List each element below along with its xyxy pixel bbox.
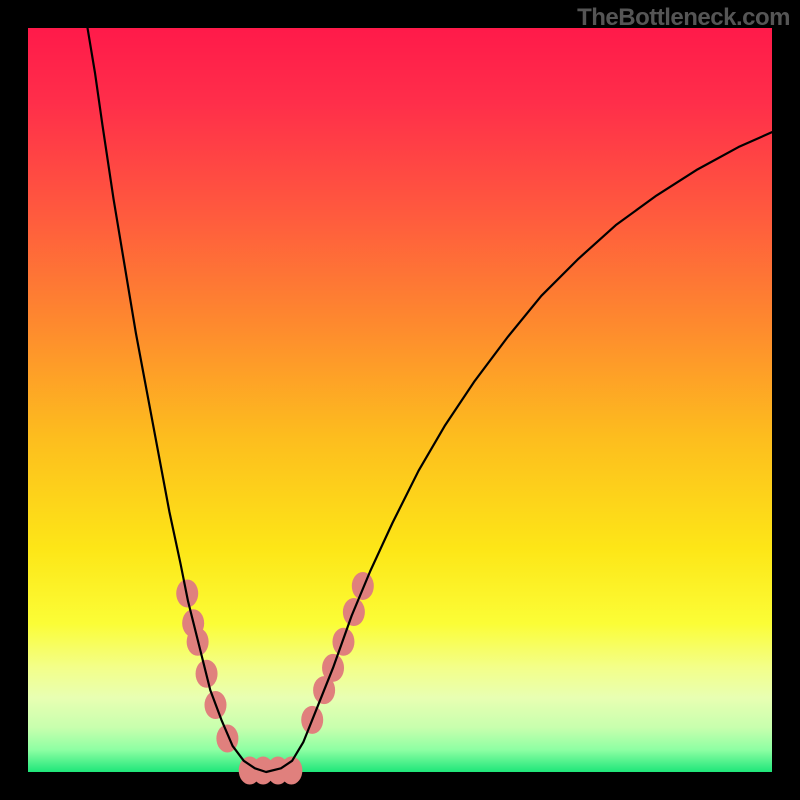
- chart-container: TheBottleneck.com: [0, 0, 800, 800]
- bottleneck-chart: [0, 0, 800, 800]
- watermark-text: TheBottleneck.com: [577, 4, 790, 32]
- chart-marker: [352, 572, 374, 600]
- chart-plot-background: [28, 28, 772, 772]
